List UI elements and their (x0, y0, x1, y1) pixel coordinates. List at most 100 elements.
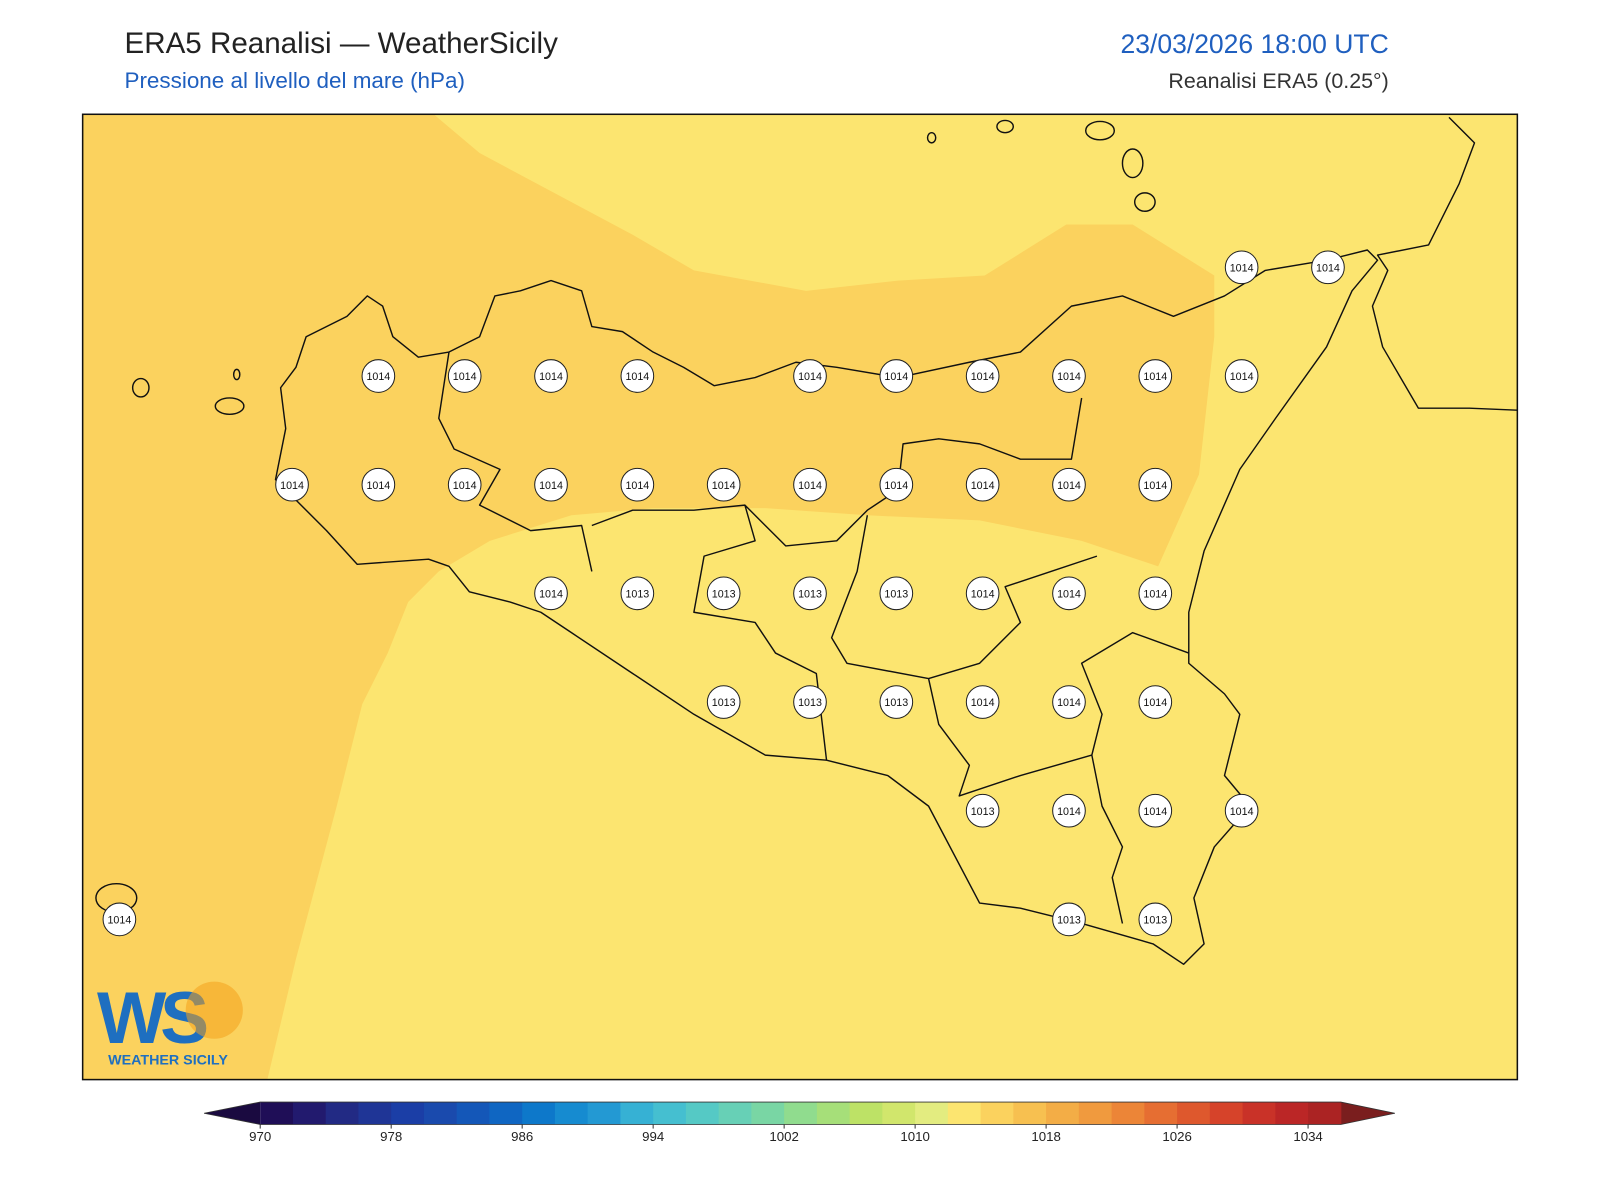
station-value: 1014 (539, 480, 563, 492)
datetime: 23/03/2026 18:00 UTC (1120, 29, 1388, 59)
station-value: 1013 (1057, 914, 1081, 926)
station-value: 1014 (884, 480, 908, 492)
station-value: 1014 (712, 480, 736, 492)
station-value: 1014 (453, 480, 477, 492)
station-marker (620, 467, 655, 502)
station-marker (1052, 685, 1086, 719)
station-marker (534, 576, 568, 611)
calabria-coastline (1371, 116, 1518, 411)
colorbar-bin (1144, 1102, 1178, 1125)
province-borders (438, 351, 1190, 924)
station-marker (1311, 250, 1345, 285)
colorbar: 970 978 986 994 1002 1010 1018 1026 1034 (204, 1101, 1395, 1144)
station-value: 1013 (712, 697, 736, 709)
colorbar-tick-label: 1010 (900, 1129, 929, 1144)
colorbar-bin (456, 1102, 490, 1125)
station-marker (534, 359, 568, 393)
map-frame (81, 113, 1519, 1081)
title: ERA5 Reanalisi — WeatherSicily (124, 27, 558, 60)
station-value: 1014 (625, 480, 649, 492)
colorbar-tick-label: 986 (511, 1129, 533, 1144)
colorbar-bin (980, 1102, 1014, 1125)
colorbar-bin (423, 1102, 458, 1125)
station-marker (534, 467, 568, 502)
station-value: 1014 (366, 371, 390, 383)
station-marker (1138, 359, 1173, 393)
station-marker (1138, 576, 1173, 611)
station-marker (1138, 685, 1173, 719)
station-value: 1014 (1057, 588, 1081, 600)
station-value: 1013 (884, 588, 908, 600)
station-marker (965, 467, 1000, 502)
station-value: 1014 (1057, 806, 1081, 818)
colorbar-bin (1209, 1102, 1244, 1125)
station-marker (1224, 793, 1259, 828)
colorbar-tick-label: 1026 (1162, 1129, 1191, 1144)
station-value: 1014 (1143, 588, 1167, 600)
colorbar-under (204, 1102, 261, 1125)
colorbar-bin (1078, 1102, 1113, 1125)
station-value: 1013 (1143, 914, 1167, 926)
colorbar-bin (718, 1102, 752, 1125)
station-value: 1014 (884, 371, 908, 383)
station-value: 1014 (1230, 262, 1254, 274)
colorbar-bin (1242, 1102, 1276, 1125)
station-marker (1138, 793, 1173, 828)
station-value: 1014 (1230, 371, 1254, 383)
station-layer: 1014 1014 1014 1014 1014 1014 1014 1014 1014 1014… (102, 250, 1345, 937)
station-marker (793, 359, 827, 393)
colorbar-bin (620, 1102, 654, 1125)
station-value: 1014 (1057, 480, 1081, 492)
colorbar-bin (1308, 1102, 1342, 1125)
colorbar-bin (1013, 1102, 1047, 1125)
station-marker (1138, 902, 1173, 937)
station-value: 1014 (625, 371, 649, 383)
station-marker (965, 576, 1000, 611)
colorbar-bin (260, 1102, 294, 1125)
station-value: 1013 (798, 588, 822, 600)
station-value: 1014 (1230, 806, 1254, 818)
station-marker (793, 576, 827, 611)
colorbar-bin (358, 1102, 392, 1125)
station-value: 1014 (539, 588, 563, 600)
station-marker (879, 576, 914, 611)
station-value: 1014 (798, 480, 822, 492)
colorbar-bin (653, 1102, 687, 1125)
colorbar-bin (1177, 1102, 1211, 1125)
station-value: 1014 (798, 371, 822, 383)
station-marker (965, 793, 1000, 828)
station-value: 1014 (107, 914, 131, 926)
logo: WS WEATHER SICILY (97, 976, 243, 1068)
station-value: 1014 (1143, 697, 1167, 709)
station-value: 1014 (971, 588, 995, 600)
station-marker (1224, 359, 1259, 393)
station-marker (965, 685, 1000, 719)
station-marker (706, 467, 741, 502)
map-area: 1014 1014 1014 1014 1014 1014 1014 1014 1014 1014… (82, 114, 1518, 1080)
colorbar-tick-label: 978 (380, 1129, 402, 1144)
station-marker (793, 467, 827, 502)
station-marker (361, 467, 396, 502)
colorbar-bin (325, 1102, 359, 1125)
colorbar-bin (915, 1102, 949, 1125)
station-value: 1014 (280, 480, 304, 492)
station-marker (1052, 359, 1086, 393)
station-marker (275, 467, 309, 502)
sicily-coastline (274, 249, 1379, 965)
station-marker (1052, 902, 1086, 937)
station-value: 1014 (1057, 371, 1081, 383)
subtitle: Pressione al livello del mare (hPa) (124, 68, 464, 93)
station-marker (102, 902, 137, 937)
station-value: 1014 (1143, 806, 1167, 818)
colorbar-bin (587, 1102, 621, 1125)
colorbar-bin (947, 1102, 982, 1125)
station-value: 1014 (971, 480, 995, 492)
station-value: 1014 (971, 371, 995, 383)
station-marker (879, 359, 914, 393)
station-value: 1013 (798, 697, 822, 709)
colorbar-bin (391, 1102, 425, 1125)
colorbar-bin (816, 1102, 851, 1125)
colorbar-bin (489, 1102, 523, 1125)
